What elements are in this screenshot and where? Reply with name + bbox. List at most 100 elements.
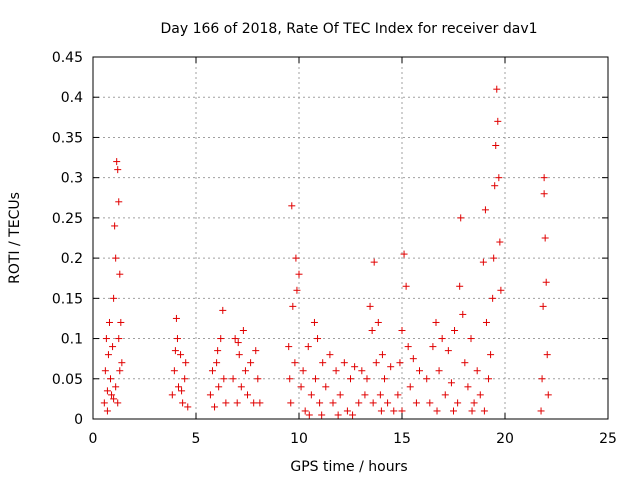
data-point <box>181 375 189 383</box>
data-point <box>544 391 552 399</box>
data-point <box>215 383 223 391</box>
data-point <box>206 391 214 399</box>
x-tick-label: 15 <box>393 431 411 447</box>
data-point <box>316 399 324 407</box>
data-point <box>495 174 503 182</box>
data-point <box>467 335 475 343</box>
data-point <box>416 367 424 375</box>
data-point <box>459 310 467 318</box>
y-tick-label: 0.2 <box>61 251 83 267</box>
data-point <box>464 383 472 391</box>
x-tick-label: 20 <box>496 431 514 447</box>
data-point <box>287 399 295 407</box>
data-point <box>423 375 431 383</box>
data-point <box>211 403 219 411</box>
data-point <box>217 335 225 343</box>
data-point <box>252 347 260 355</box>
data-point <box>376 391 384 399</box>
data-point <box>239 327 247 335</box>
data-point <box>170 367 178 375</box>
y-tick-label: 0.4 <box>61 90 83 106</box>
data-point <box>340 359 348 367</box>
x-axis-label: GPS time / hours <box>290 459 407 475</box>
data-point <box>363 375 371 383</box>
data-point <box>115 335 123 343</box>
data-point <box>457 214 465 222</box>
data-point <box>380 375 388 383</box>
data-point <box>179 399 187 407</box>
data-point <box>219 306 227 314</box>
data-point <box>396 359 404 367</box>
chart-title: Day 166 of 2018, Rate Of TEC Index for r… <box>160 21 537 37</box>
data-point <box>368 327 376 335</box>
data-point <box>541 234 549 242</box>
data-point <box>118 359 126 367</box>
data-point <box>336 391 344 399</box>
data-point <box>402 282 410 290</box>
data-point <box>384 399 392 407</box>
data-point <box>111 222 119 230</box>
data-point <box>184 403 192 411</box>
data-point <box>491 182 499 190</box>
data-point <box>347 375 354 383</box>
data-point <box>114 166 122 174</box>
data-point <box>113 158 121 166</box>
data-point <box>108 391 116 399</box>
data-point <box>454 399 462 407</box>
data-point <box>244 391 251 399</box>
x-tick-label: 5 <box>192 431 201 447</box>
data-point <box>479 258 487 266</box>
data-point <box>358 367 366 375</box>
y-tick-label: 0 <box>74 412 83 428</box>
x-tick-label: 25 <box>599 431 617 447</box>
data-point <box>351 363 359 371</box>
data-point <box>104 351 112 359</box>
data-point <box>177 351 185 359</box>
data-point <box>480 407 488 415</box>
data-point <box>473 367 481 375</box>
data-point <box>451 327 459 335</box>
data-point <box>250 399 258 407</box>
data-point <box>235 351 243 359</box>
data-point <box>444 347 452 355</box>
data-point <box>494 117 502 125</box>
data-point <box>103 407 111 415</box>
data-point <box>390 407 398 415</box>
data-point <box>214 347 222 355</box>
data-point <box>116 270 124 278</box>
data-point <box>334 411 342 419</box>
y-tick-label: 0.45 <box>52 50 83 66</box>
data-point <box>394 391 402 399</box>
data-point <box>489 294 497 302</box>
data-point <box>438 335 446 343</box>
data-point <box>461 359 469 367</box>
data-point <box>366 302 374 310</box>
data-point <box>542 278 550 286</box>
data-point <box>343 407 351 415</box>
axis-ticks: 0 0.05 0.1 0.15 0.2 0.25 0.3 0.35 0.4 0.45 0 5 10 15 2… <box>52 50 617 447</box>
data-point <box>310 318 318 326</box>
data-point <box>102 335 110 343</box>
data-point <box>229 375 237 383</box>
data-point <box>482 318 490 326</box>
y-tick-label: 0.05 <box>52 372 83 388</box>
data-point <box>485 375 493 383</box>
plot-frame <box>92 56 609 420</box>
data-point <box>112 383 120 391</box>
data-point <box>110 294 118 302</box>
data-point <box>109 343 117 351</box>
data-point <box>370 258 378 266</box>
data-point <box>540 190 548 198</box>
data-point <box>468 407 476 415</box>
data-point <box>540 174 548 182</box>
data-point <box>174 383 182 391</box>
data-point <box>429 343 437 351</box>
data-point <box>241 367 249 375</box>
data-point <box>305 411 313 419</box>
data-point <box>297 383 305 391</box>
data-point <box>314 335 322 343</box>
data-points <box>100 85 552 419</box>
data-point <box>387 363 395 371</box>
data-point <box>103 387 111 395</box>
